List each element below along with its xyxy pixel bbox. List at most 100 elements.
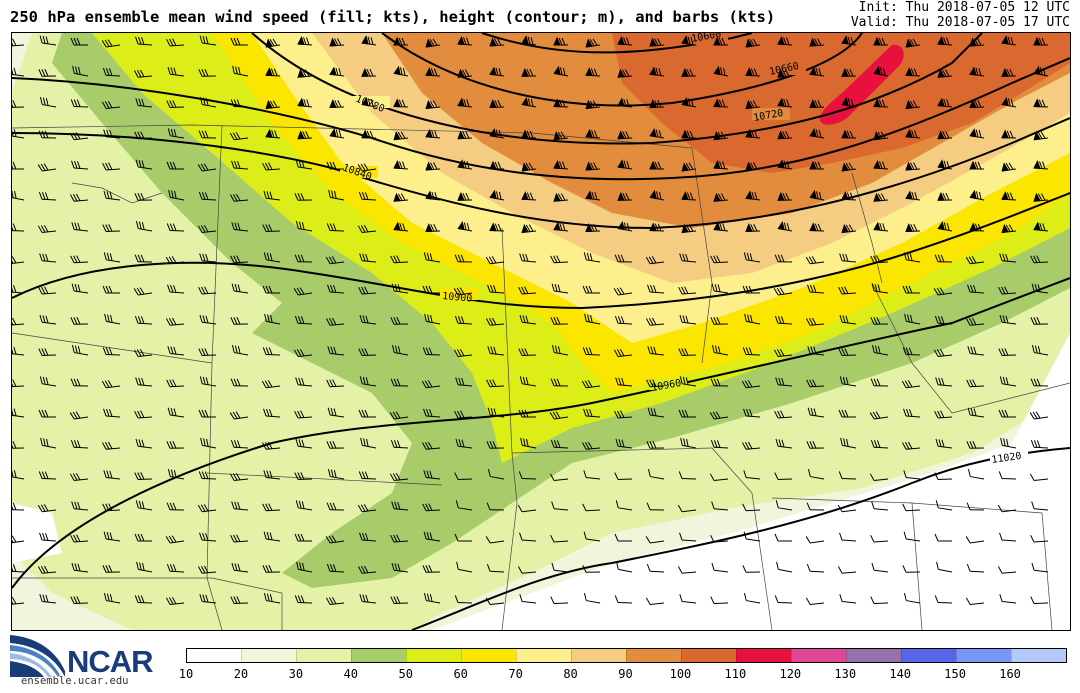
wind-barb xyxy=(581,380,601,389)
wind-barb xyxy=(166,38,185,47)
colorbar-segment xyxy=(956,649,1011,662)
wind-barb xyxy=(329,37,345,47)
wind-barb xyxy=(742,503,761,512)
wind-barb xyxy=(713,65,729,77)
wind-barb xyxy=(423,531,441,542)
wind-barb xyxy=(390,316,409,325)
contour-10960 xyxy=(12,277,1070,589)
wind-barb xyxy=(838,409,856,418)
wind-barb xyxy=(1031,345,1049,356)
wind-barb xyxy=(905,128,921,139)
colorbar-segment xyxy=(736,649,791,662)
wind-barb xyxy=(934,472,953,480)
wind-barb xyxy=(678,566,697,574)
wind-barb xyxy=(1033,36,1048,46)
wind-barb xyxy=(617,191,633,201)
wind-barb xyxy=(39,97,57,108)
wind-barb xyxy=(710,439,729,449)
wind-barb xyxy=(744,313,761,325)
colorbar-labels: 10 20 30 40 50 60 70 80 90 100 110 120 130 140 150 160 xyxy=(179,667,1065,681)
wind-barb xyxy=(393,131,409,141)
colorbar-tick-label: 160 xyxy=(999,667,1021,681)
wind-barb xyxy=(517,504,537,513)
wind-barb xyxy=(1030,596,1049,604)
contour-label-10960: 10960 xyxy=(651,378,683,394)
wind-barb xyxy=(903,408,921,418)
wind-barb xyxy=(12,38,25,47)
wind-barb xyxy=(12,502,25,511)
wind-barb xyxy=(423,408,441,418)
wind-barb xyxy=(359,376,377,387)
wind-barb xyxy=(1001,96,1017,108)
wind-barb xyxy=(521,67,537,77)
wind-barb xyxy=(71,222,89,232)
wind-barb xyxy=(293,287,313,296)
wind-barb xyxy=(1031,283,1049,294)
wind-barb xyxy=(329,128,345,139)
wind-barb xyxy=(454,410,473,419)
wind-barb xyxy=(231,283,249,294)
wind-barb xyxy=(425,128,441,139)
wind-barb xyxy=(585,161,601,171)
wind-barb xyxy=(422,347,441,356)
wind-barb xyxy=(489,37,505,47)
wind-barb xyxy=(902,285,920,294)
wind-barb xyxy=(104,313,121,325)
wind-barb xyxy=(230,99,249,108)
wind-barb xyxy=(681,191,697,201)
wind-barb xyxy=(38,409,56,418)
wind-barb xyxy=(933,348,953,357)
wind-barb xyxy=(294,315,313,325)
wind-barb xyxy=(39,594,57,604)
wind-barb xyxy=(422,564,441,573)
wind-barb xyxy=(486,379,505,388)
wind-barb xyxy=(101,100,121,109)
wind-barb xyxy=(358,348,377,356)
wind-barb xyxy=(679,532,697,542)
colorbar-tick-label: 40 xyxy=(343,667,359,681)
wind-barb xyxy=(297,97,313,108)
wind-barb xyxy=(710,316,729,325)
wind-barb xyxy=(681,67,697,77)
wind-barb xyxy=(70,596,89,604)
wind-barb xyxy=(678,409,696,418)
wind-barb xyxy=(935,500,953,511)
wind-barb xyxy=(101,39,121,48)
wind-barb xyxy=(393,98,409,108)
wind-barb xyxy=(518,286,537,295)
wind-barb xyxy=(646,502,665,511)
wind-barb xyxy=(230,193,249,202)
wind-barb xyxy=(967,469,985,480)
colorbar-segment xyxy=(571,649,626,662)
colorbar-tick-label: 100 xyxy=(669,667,692,681)
wind-barb xyxy=(71,160,89,170)
wind-barb xyxy=(197,224,217,233)
wind-barb xyxy=(551,283,569,294)
wind-barb xyxy=(615,438,633,449)
wind-barb xyxy=(709,411,729,420)
wind-barb xyxy=(903,470,921,480)
wind-barb xyxy=(521,223,537,234)
wind-barb xyxy=(519,253,537,263)
wind-barb xyxy=(1001,223,1017,234)
wind-barb xyxy=(422,441,441,450)
wind-barb xyxy=(390,378,409,387)
wind-barb xyxy=(809,160,824,170)
wind-barb xyxy=(871,345,889,356)
wind-barb xyxy=(967,284,985,294)
wind-barb xyxy=(681,129,697,139)
wind-barb xyxy=(838,348,857,356)
wind-barb xyxy=(423,593,441,604)
wind-barb xyxy=(777,159,793,170)
wind-barb xyxy=(489,99,505,109)
wind-barb xyxy=(1033,221,1049,232)
colorbar-tick-label: 130 xyxy=(834,667,857,681)
wind-barb xyxy=(551,562,569,573)
wind-barb xyxy=(933,287,953,296)
wind-barb xyxy=(679,594,697,604)
wind-barb xyxy=(229,472,249,481)
wind-barb xyxy=(553,65,569,77)
wind-barb xyxy=(263,531,281,542)
wind-barb xyxy=(425,223,441,233)
wind-barb xyxy=(870,378,889,387)
